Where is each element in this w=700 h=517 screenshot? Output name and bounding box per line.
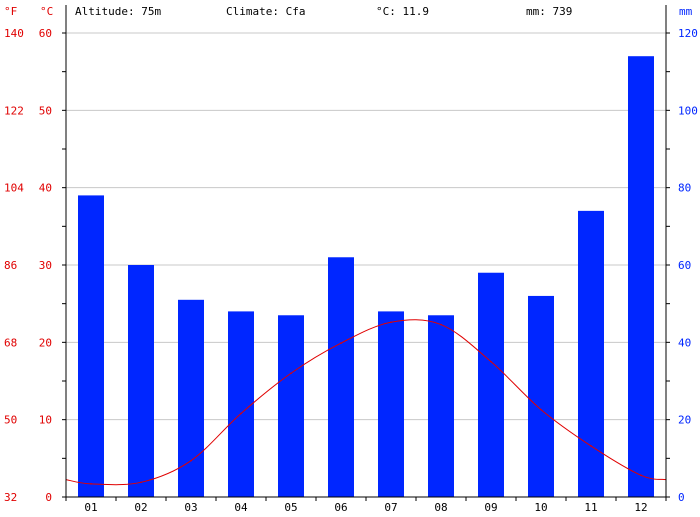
fahrenheit-tick-label: 140 [4, 27, 24, 40]
fahrenheit-tick-label: 50 [4, 414, 17, 427]
temp-point-05 [290, 372, 292, 375]
celsius-tick-label: 60 [39, 27, 52, 40]
precip-bar-03 [178, 299, 204, 497]
tick-labels: 0102030405060325068861041221400204060801… [4, 27, 698, 514]
fahrenheit-tick-label: 32 [4, 491, 17, 504]
celsius-unit-label: °C [40, 5, 53, 18]
fahrenheit-unit-label: °F [4, 5, 17, 18]
precip-bar-04 [228, 311, 254, 497]
altitude-label: Altitude: 75m [75, 5, 161, 18]
axes [62, 5, 670, 501]
precip-tick-label: 0 [678, 491, 685, 504]
mean-temp-label: °C: 11.9 [376, 5, 429, 18]
precip-tick-label: 40 [678, 336, 691, 349]
celsius-tick-label: 40 [39, 182, 52, 195]
precip-tick-label: 100 [678, 104, 698, 117]
fahrenheit-tick-label: 104 [4, 182, 24, 195]
precip-bar-06 [328, 257, 354, 497]
precip-tick-label: 120 [678, 27, 698, 40]
month-label-11: 11 [584, 501, 597, 514]
celsius-tick-label: 10 [39, 414, 52, 427]
precip-tick-label: 60 [678, 259, 691, 272]
precip-tick-label: 20 [678, 414, 691, 427]
fahrenheit-tick-label: 86 [4, 259, 17, 272]
month-label-05: 05 [284, 501, 297, 514]
precip-bar-12 [628, 56, 654, 497]
temp-point-07 [390, 321, 392, 324]
precip-bar-11 [578, 210, 604, 497]
precip-bar-10 [528, 295, 554, 497]
precip-bar-02 [128, 265, 154, 497]
month-label-08: 08 [434, 501, 447, 514]
month-label-06: 06 [334, 501, 347, 514]
celsius-tick-label: 20 [39, 336, 52, 349]
temp-point-02 [140, 481, 142, 484]
celsius-tick-label: 30 [39, 259, 52, 272]
fahrenheit-tick-label: 122 [4, 104, 24, 117]
temp-point-06 [340, 342, 342, 344]
temp-point-09 [490, 360, 492, 363]
temp-point-03 [190, 459, 192, 462]
month-label-04: 04 [234, 501, 248, 514]
celsius-tick-label: 50 [39, 104, 52, 117]
celsius-tick-label: 0 [45, 491, 52, 504]
temperature-line [65, 319, 667, 486]
precipitation-bars [78, 56, 654, 497]
temperature-curve [65, 319, 667, 486]
precip-bar-08 [428, 315, 454, 497]
precip-bar-05 [278, 315, 304, 497]
temp-point-08 [440, 323, 442, 326]
month-label-07: 07 [384, 501, 397, 514]
precip-bar-01 [78, 195, 104, 497]
temp-point-04 [240, 412, 242, 415]
month-label-02: 02 [134, 501, 147, 514]
precip-unit-label: mm [679, 5, 693, 18]
temp-point-10 [540, 408, 542, 411]
month-label-01: 01 [84, 501, 97, 514]
month-label-12: 12 [634, 501, 647, 514]
month-label-10: 10 [534, 501, 547, 514]
precip-tick-label: 80 [678, 182, 691, 195]
month-label-09: 09 [484, 501, 497, 514]
precip-bar-09 [478, 272, 504, 497]
grid-lines [66, 32, 666, 421]
precip-total-label: mm: 739 [526, 5, 572, 18]
temp-point-11 [590, 445, 592, 447]
temp-point-12 [640, 474, 642, 477]
fahrenheit-tick-label: 68 [4, 336, 17, 349]
month-label-03: 03 [184, 501, 197, 514]
temp-point-01 [90, 483, 92, 485]
precip-bar-07 [378, 311, 404, 497]
climate-label: Climate: Cfa [226, 5, 305, 18]
